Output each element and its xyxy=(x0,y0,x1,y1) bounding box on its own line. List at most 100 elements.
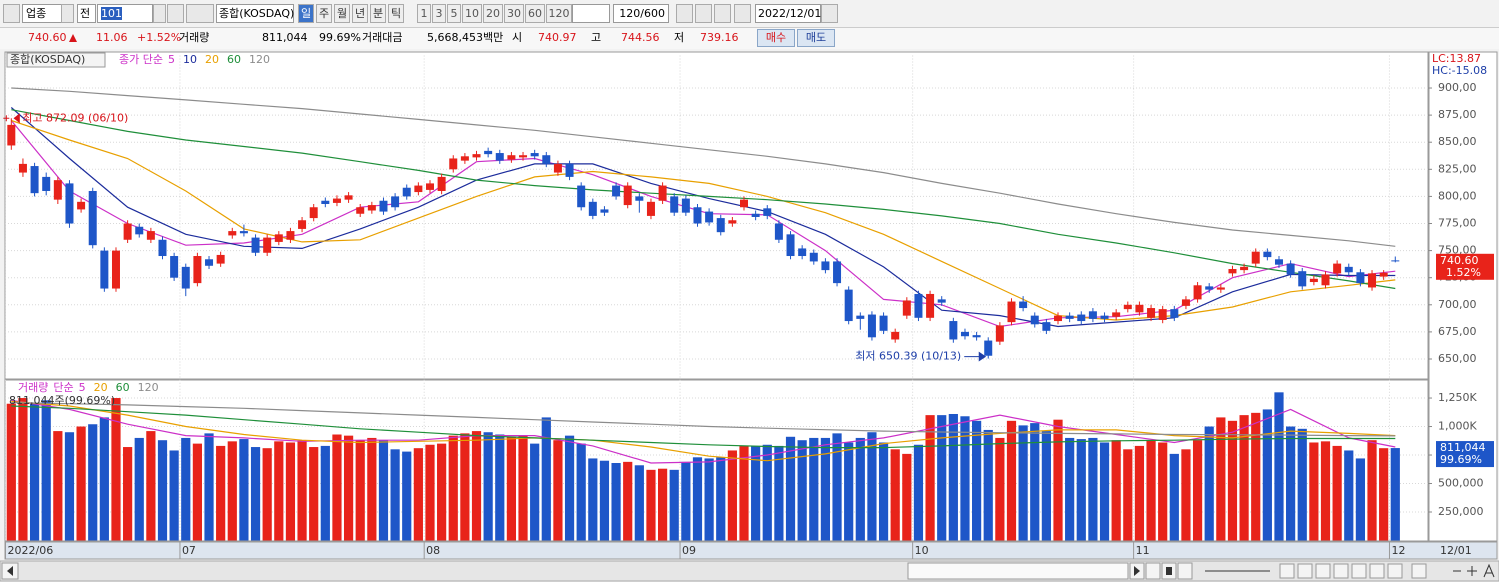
candle-body xyxy=(658,185,667,201)
volume-bar xyxy=(1076,439,1086,541)
volume-bar xyxy=(890,449,900,541)
scroll-thumb[interactable] xyxy=(907,562,1129,580)
volume-bar xyxy=(285,442,296,541)
volume-bar xyxy=(483,432,493,541)
tool-button[interactable] xyxy=(1369,563,1385,579)
tool-button[interactable] xyxy=(1387,563,1403,579)
candle-body xyxy=(588,201,597,216)
buy-button[interactable]: 매수 xyxy=(757,29,795,47)
volume-bar xyxy=(727,450,737,541)
candle-body xyxy=(1007,301,1016,323)
volume-bar xyxy=(157,440,168,541)
volume-bar xyxy=(1286,426,1296,541)
tool-button[interactable] xyxy=(1411,563,1427,579)
candle-body xyxy=(1158,309,1167,320)
legend-entry: 10 xyxy=(183,53,197,66)
volume-bar xyxy=(762,444,772,541)
candle-body xyxy=(1170,309,1179,318)
candle-body xyxy=(960,331,969,337)
code-input[interactable]: 101 xyxy=(97,4,153,23)
interval-button[interactable]: 20 xyxy=(483,4,503,23)
volume-bar xyxy=(681,461,691,541)
tool-button[interactable] xyxy=(1279,563,1295,579)
period-button[interactable]: 주 xyxy=(316,4,332,23)
interval-button[interactable]: 60 xyxy=(525,4,545,23)
candle-body xyxy=(1112,312,1121,317)
tool-button[interactable] xyxy=(1333,563,1349,579)
tool-button[interactable] xyxy=(1315,563,1331,579)
legend-label: 거래량 xyxy=(18,381,48,394)
scope-select[interactable]: 전 xyxy=(77,4,96,23)
auto-button[interactable] xyxy=(1483,563,1495,578)
change-pct: +1.52% xyxy=(137,31,182,44)
sell-button[interactable]: 매도 xyxy=(797,29,835,47)
x-last-label: 12/01 xyxy=(1440,544,1472,557)
tool-button[interactable] xyxy=(676,4,693,23)
dropdown[interactable] xyxy=(153,4,166,23)
interval-button[interactable]: 3 xyxy=(432,4,446,23)
candle-body xyxy=(414,185,423,193)
candle-body xyxy=(1019,301,1028,309)
change: 11.06 xyxy=(96,31,128,44)
volume-bar xyxy=(809,437,819,541)
interval-button[interactable]: 10 xyxy=(462,4,482,23)
period-button[interactable]: 틱 xyxy=(388,4,404,23)
volume-bar xyxy=(1088,437,1098,541)
volume-bar xyxy=(123,447,133,541)
save-button[interactable] xyxy=(714,4,731,23)
interval-button[interactable]: 5 xyxy=(447,4,461,23)
candle-body xyxy=(379,200,388,212)
candle-body xyxy=(809,252,818,262)
period-button[interactable]: 월 xyxy=(334,4,350,23)
candle-body xyxy=(1344,266,1353,273)
date-input[interactable]: 2022/12/01 xyxy=(755,4,821,23)
search-button[interactable] xyxy=(167,4,184,23)
tool-button[interactable] xyxy=(1297,563,1313,579)
interval-button[interactable]: 30 xyxy=(504,4,524,23)
candle-body xyxy=(1298,271,1307,287)
tool-button[interactable] xyxy=(1351,563,1367,579)
count-box[interactable]: 120/600 xyxy=(613,4,669,23)
volume-bar xyxy=(274,441,284,541)
candle-body xyxy=(484,150,493,155)
volume-bar xyxy=(995,437,1005,541)
zoom-in[interactable] xyxy=(1467,566,1477,576)
period-button[interactable]: 년 xyxy=(352,4,368,23)
period-button[interactable]: 분 xyxy=(370,4,386,23)
volume-bar xyxy=(855,437,865,541)
interval-button[interactable]: 120 xyxy=(546,4,572,23)
volume-bar xyxy=(785,436,796,541)
price: 740.60 xyxy=(28,31,67,44)
period-button[interactable]: 일 xyxy=(298,4,314,23)
scrollbar[interactable] xyxy=(0,560,1499,582)
volume-bar xyxy=(1309,442,1319,541)
dropdown[interactable] xyxy=(61,4,74,23)
volume-bar xyxy=(1379,448,1389,541)
interval-button[interactable]: 1 xyxy=(417,4,431,23)
settings-button[interactable] xyxy=(734,4,751,23)
interval-select[interactable] xyxy=(572,4,610,23)
candle-body xyxy=(937,299,946,303)
last-tag-label: 740.60 xyxy=(1440,254,1479,267)
last-button[interactable] xyxy=(1177,562,1193,580)
ma-line xyxy=(11,109,1396,290)
chart-title: 종합(KOSDAQ) xyxy=(10,53,85,66)
candle-body xyxy=(460,156,469,161)
volume-bar xyxy=(1251,412,1261,541)
volume-bar xyxy=(588,458,598,541)
tool-button[interactable] xyxy=(695,4,712,23)
candle-body xyxy=(740,199,749,208)
candle-body xyxy=(356,207,365,214)
volume-bar xyxy=(169,450,179,541)
volume-bar xyxy=(297,440,307,541)
candle-body xyxy=(1286,263,1295,275)
sound-button[interactable] xyxy=(186,4,214,23)
first-button[interactable] xyxy=(1145,562,1161,580)
volume-bar xyxy=(239,439,249,541)
calendar-button[interactable] xyxy=(821,4,838,23)
candle-body xyxy=(786,234,795,257)
volume-bar xyxy=(437,443,447,541)
menu-icon[interactable] xyxy=(3,4,20,23)
candle-body xyxy=(298,220,307,229)
index-name: 종합(KOSDAQ) xyxy=(216,4,294,23)
